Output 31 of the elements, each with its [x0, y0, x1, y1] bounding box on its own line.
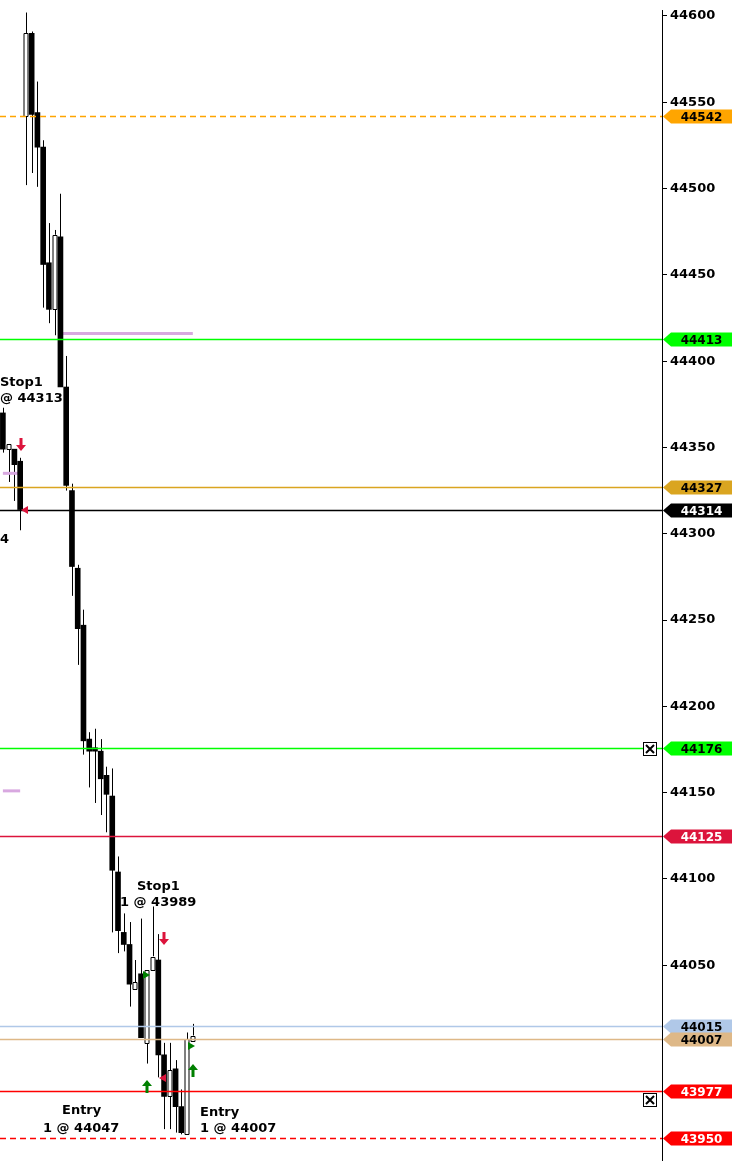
ref-line-label: 44413: [680, 332, 723, 347]
annotation: Entry: [200, 1104, 240, 1120]
annotation: Entry: [62, 1102, 102, 1118]
annotation: 1 @ 44047: [43, 1120, 120, 1136]
ref-line-label: 44176: [680, 741, 723, 756]
y-tick-label: 44450: [670, 266, 716, 282]
y-tick-label: 44350: [670, 438, 716, 454]
y-tick-label: 44600: [670, 7, 716, 23]
y-tick-label: 44250: [670, 611, 716, 627]
y-tick-label: 44500: [670, 179, 716, 195]
annotation: 4: [0, 531, 10, 547]
y-tick-label: 44550: [670, 93, 716, 109]
ref-line-label: 44125: [680, 829, 723, 844]
ref-line-label: 43950: [680, 1131, 723, 1146]
annotation: @ 44313: [0, 390, 63, 406]
y-tick-label: 44200: [670, 697, 716, 713]
annotation: 1 @ 43989: [120, 894, 197, 910]
y-tick-label: 44100: [670, 870, 716, 886]
y-tick-label: 44300: [670, 525, 716, 541]
ref-line-label: 44007: [680, 1032, 723, 1047]
ref-line-label: 44542: [680, 109, 723, 124]
ref-line-label: 44314: [680, 503, 723, 518]
ref-line-label: 44015: [680, 1019, 723, 1034]
ref-line-label: 44327: [680, 480, 723, 495]
y-tick-label: 44400: [670, 352, 716, 368]
annotation: Stop1: [0, 374, 43, 390]
annotation: Stop1: [137, 878, 180, 894]
y-tick-label: 44050: [670, 956, 716, 972]
ref-line-label: 43977: [680, 1084, 723, 1099]
y-tick-label: 44150: [670, 783, 716, 799]
annotation: 1 @ 44007: [200, 1120, 277, 1136]
